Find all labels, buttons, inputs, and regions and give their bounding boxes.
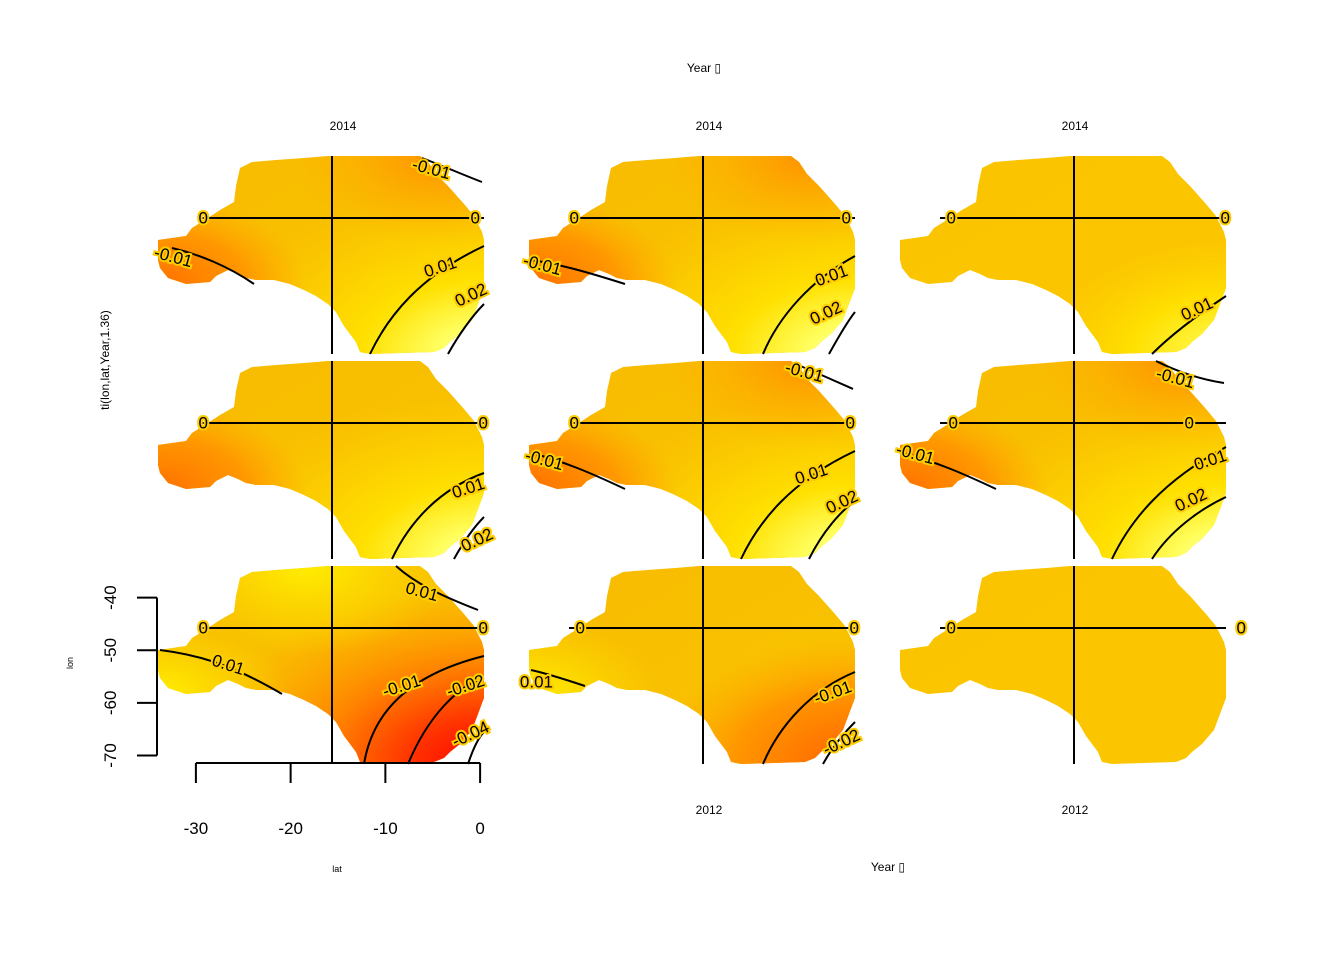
contour-line-0.01	[391, 472, 485, 560]
contour-line-0.02	[828, 311, 856, 355]
bottom-year-label-2: 2012	[1062, 803, 1089, 817]
heat-surface	[900, 566, 1226, 764]
top-year-label-1: 2014	[330, 119, 357, 133]
contour-line--0.04	[467, 731, 485, 765]
heat-surface	[529, 566, 855, 764]
heat-blob	[158, 361, 484, 559]
contour-label: 0	[479, 414, 488, 433]
contour-line-0.02	[447, 303, 485, 355]
inner-axes: -30 -20 -10 0 -40 -50 -60 -70	[101, 585, 485, 838]
contour-label: 0.01	[520, 673, 553, 692]
heat-base	[900, 566, 1226, 764]
contour-line-0.02	[808, 500, 856, 560]
top-axis-label: Year ▯	[687, 61, 721, 75]
contour-label: 0	[842, 209, 851, 228]
contour-label: 0	[471, 209, 480, 228]
contour-line-0.01	[740, 450, 856, 560]
contour-panel-1-2: -0.01-0.010 00.010.02	[892, 360, 1231, 560]
y-axis-label: ti(lon,lat,Year,1.36)	[98, 310, 112, 410]
inner-y-axis-label: lon	[65, 657, 75, 669]
bottom-axis-label: Year ▯	[871, 860, 905, 874]
contour-label: 0	[949, 414, 958, 433]
contour-line-0.02	[1151, 496, 1227, 560]
contour-panel-2-1: 0.010 0-0.01-0.02	[518, 566, 865, 765]
contour-panel-0-1: -0.010 00.010.02	[519, 156, 856, 355]
contour-line-0.01	[1111, 446, 1227, 560]
contour-line--0.02	[822, 721, 856, 765]
y-tick-label: -60	[101, 691, 120, 716]
contour-label: 0	[479, 619, 488, 638]
x-tick-label: -20	[278, 819, 303, 838]
contour-label: 0	[199, 209, 208, 228]
panel-grid: -0.01-0.010 00.010.02-0.010 00.010.020 00.0…	[150, 153, 1248, 765]
contour-label: 0	[199, 414, 208, 433]
contour-panel-1-0: 0 00.010.02	[158, 361, 498, 560]
contour-line--0.01	[421, 157, 483, 183]
contour-label: 0	[947, 619, 956, 638]
contour-panel-0-2: 0 00.01	[900, 156, 1232, 355]
heat-surface	[158, 156, 484, 354]
heat-blob	[529, 361, 855, 559]
contour-label: 0	[1237, 619, 1246, 638]
contour-line-0.01	[395, 565, 479, 611]
heat-blob	[529, 566, 855, 764]
heat-surface	[529, 361, 855, 559]
top-year-label-2: 2014	[696, 119, 723, 133]
y-tick-label: -50	[101, 638, 120, 663]
contour-line-0.01	[159, 649, 283, 695]
contour-line--0.02	[407, 677, 485, 765]
y-tick-label: -40	[101, 585, 120, 610]
heat-blob	[158, 156, 484, 354]
contour-line--0.01	[171, 247, 255, 285]
inner-x-axis-label: lat	[332, 864, 342, 874]
contour-label: 0	[850, 619, 859, 638]
contour-label: 0	[576, 619, 585, 638]
contour-panel-0-0: -0.01-0.010 00.010.02	[150, 153, 492, 355]
heat-surface	[158, 361, 484, 559]
x-tick-label: -10	[373, 819, 398, 838]
figure-labels: Year ▯ 2014 2014 2014 ti(lon,lat,Year,1.…	[65, 61, 1089, 874]
heat-blob	[529, 156, 855, 354]
heat-surface	[529, 156, 855, 354]
heat-blob	[900, 361, 1226, 559]
bottom-year-label-1: 2012	[696, 803, 723, 817]
contour-label: 0	[1221, 209, 1230, 228]
heat-surface	[900, 156, 1226, 354]
contour-line--0.01	[1155, 360, 1225, 384]
contour-label: 0	[199, 619, 208, 638]
contour-line-0.01	[530, 669, 586, 687]
contour-panel-1-1: -0.01-0.010 00.010.02	[521, 356, 863, 560]
contour-line--0.01	[901, 452, 997, 490]
contour-label: 0	[570, 209, 579, 228]
heat-blob	[900, 156, 1226, 354]
y-tick-label: -70	[101, 743, 120, 768]
contour-line-0.01	[369, 245, 485, 355]
contour-line-0.02	[453, 516, 485, 560]
contour-line--0.01	[530, 452, 626, 490]
contour-line-0.01	[1151, 295, 1227, 355]
contour-line--0.01	[762, 671, 856, 765]
contour-panel-2-0: 0.010.010 0-0.01 -0.02-0.04	[158, 565, 494, 765]
contour-label: 0	[947, 209, 956, 228]
contour-line--0.01	[530, 259, 626, 285]
contour-label: 0	[570, 414, 579, 433]
heat-surface	[900, 361, 1226, 559]
contour-label: 0	[1185, 414, 1194, 433]
top-year-label-3: 2014	[1062, 119, 1089, 133]
heat-surface	[158, 566, 484, 764]
contour-line--0.01	[363, 655, 485, 765]
x-tick-label: 0	[475, 819, 484, 838]
contour-label: 0	[846, 414, 855, 433]
x-tick-label: -30	[184, 819, 209, 838]
heat-blob	[158, 566, 484, 764]
contour-line--0.01	[792, 362, 854, 390]
contour-line-0.01	[762, 255, 856, 355]
